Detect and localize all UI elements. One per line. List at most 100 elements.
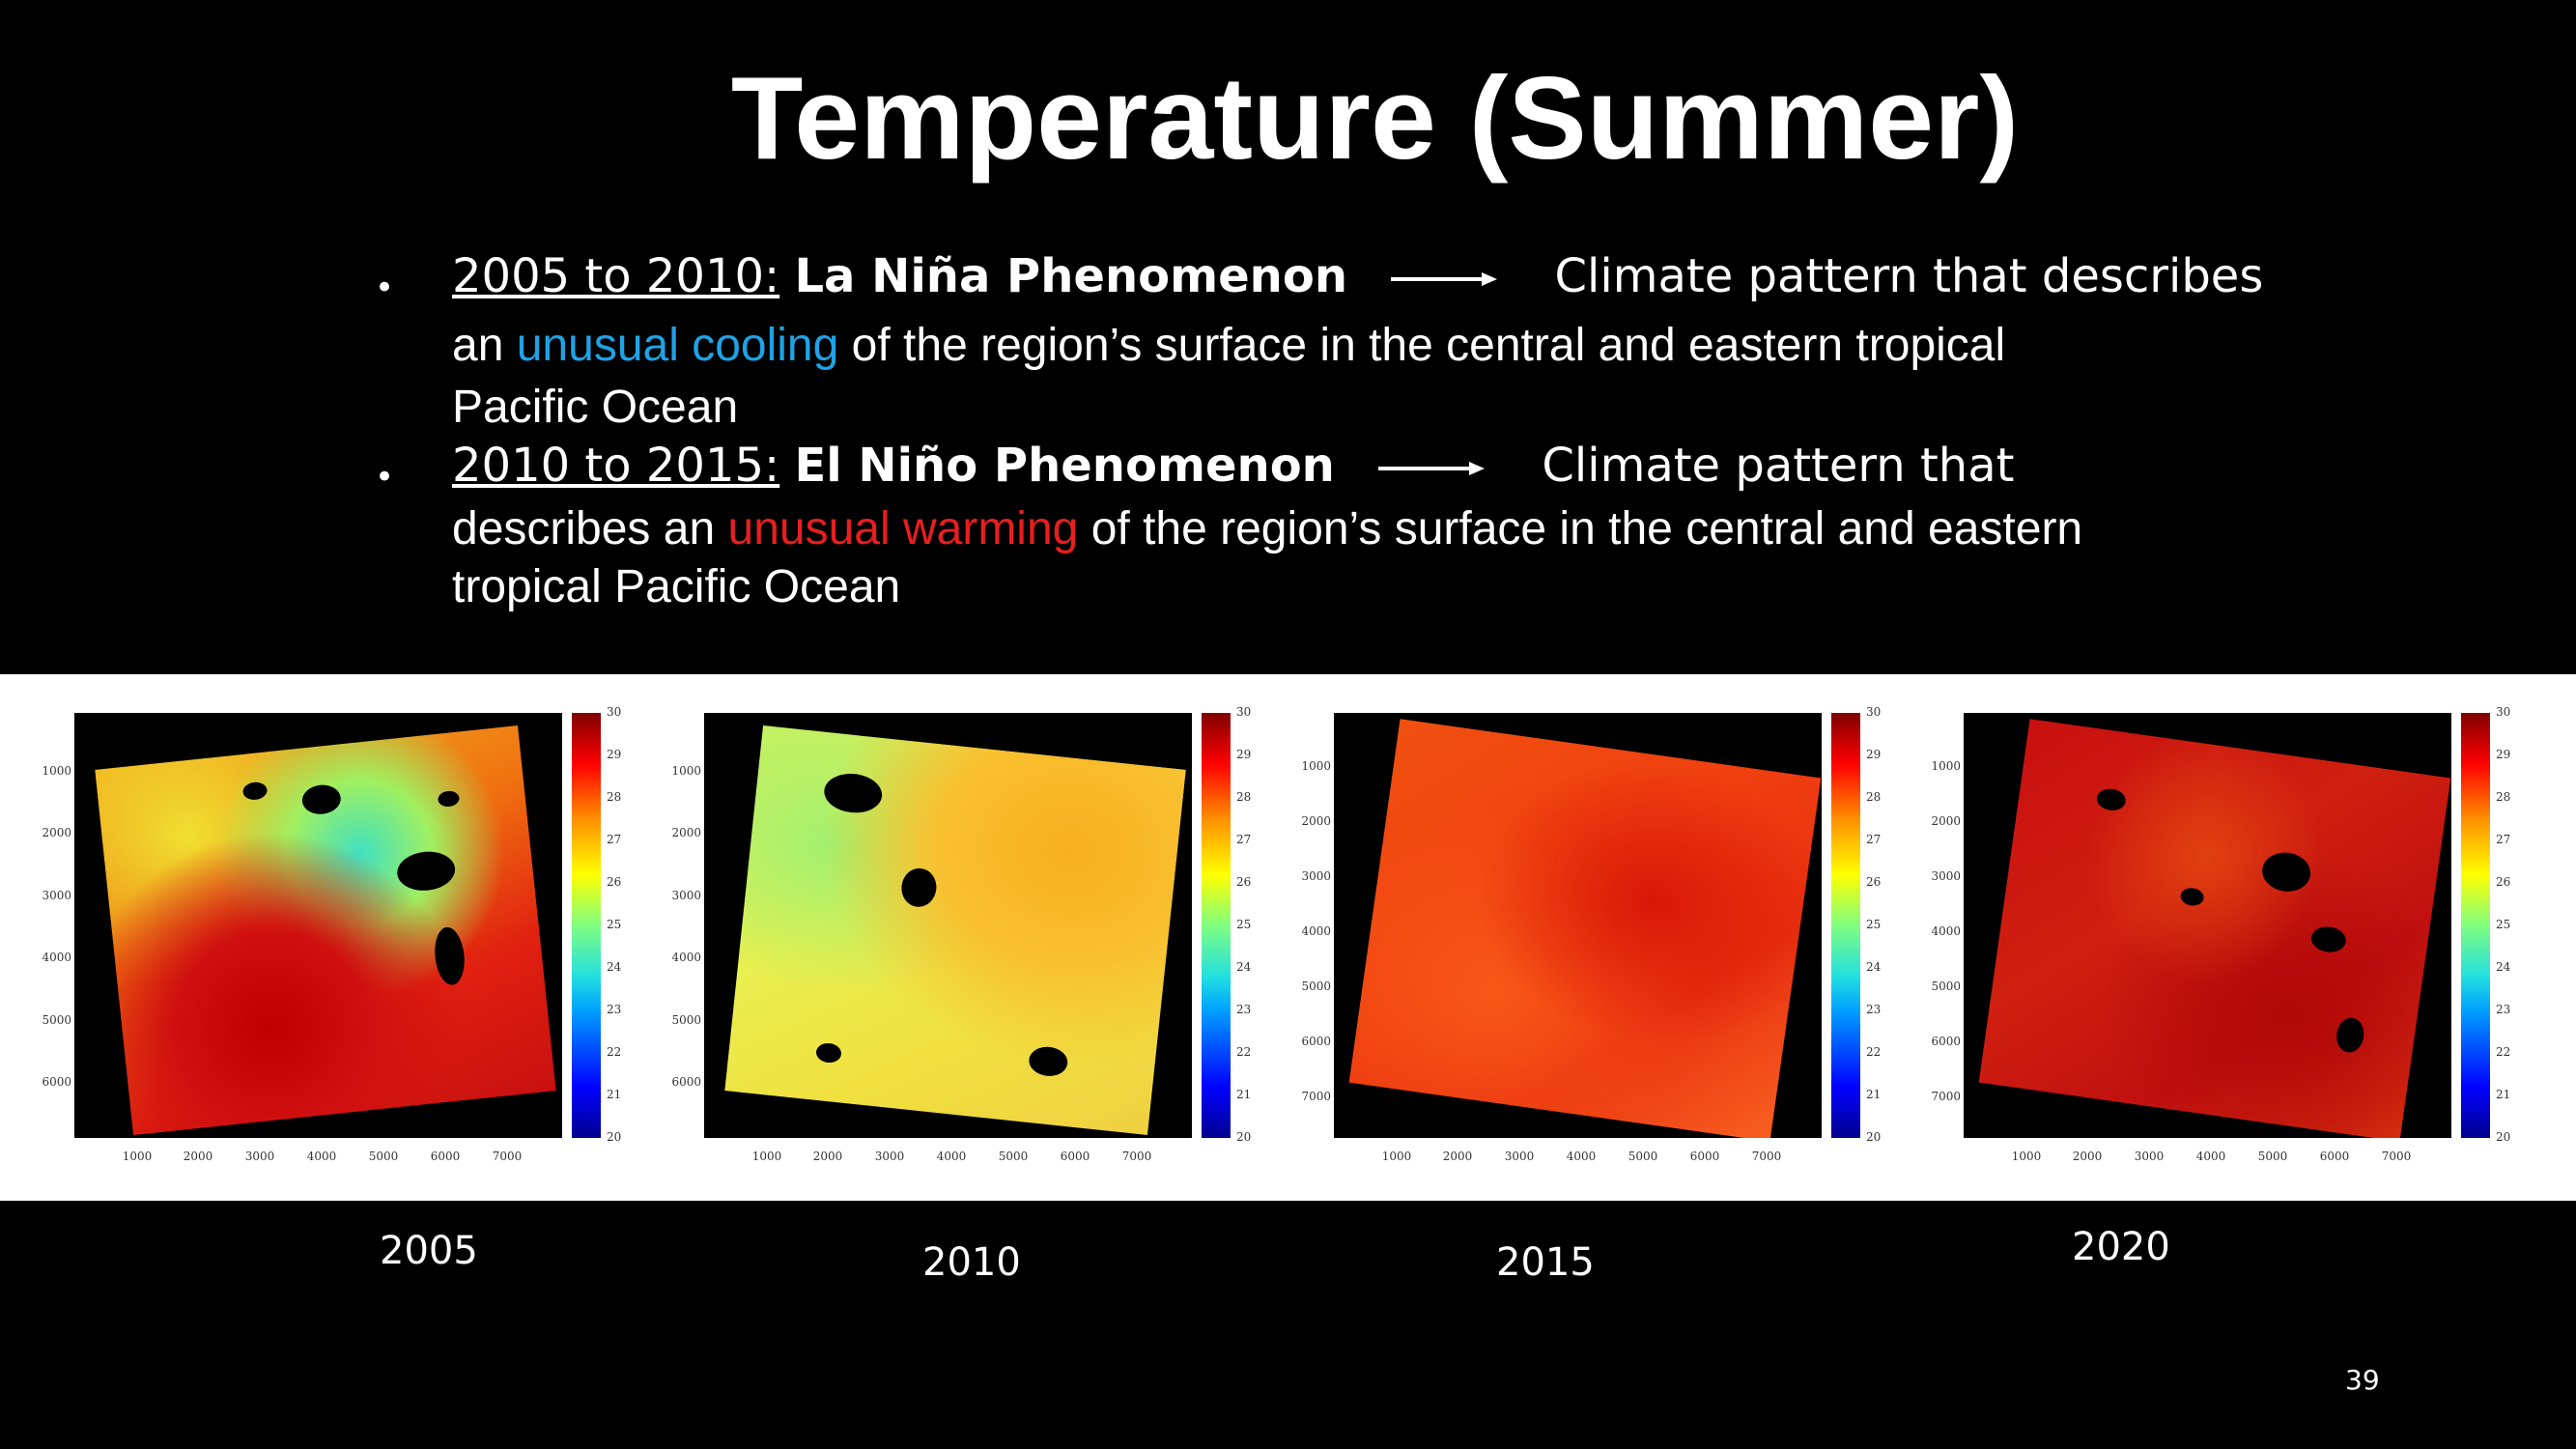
y-tick: 1000 [671,764,701,778]
bullet-heading: 2005 to 2010: La Niña Phenomenon Climate… [452,249,2263,303]
y-tick: 4000 [1931,924,1961,938]
colorbar-tick: 28 [1866,790,1882,804]
y-tick: 7000 [1301,1090,1331,1103]
cloud-mask [300,782,343,816]
arrow-icon [1391,272,1498,286]
colorbar-tick: 29 [1866,748,1882,761]
x-tick: 4000 [2195,1150,2226,1163]
colorbar-tick: 23 [607,1003,622,1016]
text-segment: describes an [452,503,728,554]
colorbar-tick: 25 [1866,918,1882,931]
y-tick: 3000 [1301,869,1331,883]
colorbar-tick: 29 [2496,748,2511,761]
colorbar-tick: 22 [607,1045,622,1059]
x-tick: 6000 [2319,1150,2350,1163]
map-swath [1348,719,1822,1138]
map-panel-2020: 1000 2000 3000 4000 5000 6000 7000 1000 … [1911,674,2540,1201]
bullet-range: 2005 to 2010: [452,249,780,303]
cloud-mask [815,1041,842,1065]
y-tick: 3000 [42,889,71,902]
year-label-2020: 2020 [2072,1225,2170,1269]
cloud-mask [899,867,939,909]
colorbar-tick: 22 [1866,1045,1882,1059]
text-segment: of the region’s surface in the central a… [838,320,2006,371]
colorbar-tick: 24 [1866,960,1882,974]
y-tick: 6000 [1931,1035,1961,1048]
bullet-description: Climate pattern that [1542,439,2015,493]
slide-title: Temperature (Summer) [730,52,2020,184]
y-tick: 6000 [671,1075,701,1089]
cloud-mask [822,771,885,816]
colorbar-tick: 22 [1236,1045,1252,1059]
colorbar-tick: 26 [2496,875,2511,889]
colorbar-tick: 20 [1866,1130,1882,1144]
bullet-dot: • [375,458,395,497]
y-tick: 1000 [1931,759,1961,773]
x-tick: 2000 [2072,1150,2103,1163]
colorbar-tick: 27 [2496,833,2511,846]
colorbar-tick: 24 [607,960,622,974]
y-tick: 6000 [1301,1035,1331,1048]
text-segment: an [452,320,517,371]
colorbar-tick: 26 [607,875,622,889]
temperature-map-2010 [704,713,1192,1138]
highlight-warming: unusual warming [727,503,1079,554]
y-tick: 4000 [1301,924,1331,938]
y-tick: 6000 [42,1075,71,1089]
colorbar-tick: 21 [1866,1088,1882,1101]
highlight-cooling: unusual cooling [516,320,839,371]
y-tick: 4000 [42,951,71,964]
y-tick: 5000 [1301,980,1331,993]
colorbar-tick: 27 [607,833,622,846]
bullet-line-3: Pacific Ocean [452,382,739,433]
x-tick: 4000 [936,1150,967,1163]
x-tick: 5000 [2257,1150,2288,1163]
map-swath [724,725,1186,1135]
temperature-map-2015 [1334,713,1822,1138]
colorbar-tick: 26 [1866,875,1882,889]
x-tick: 1000 [2011,1150,2042,1163]
colorbar-tick: 20 [2496,1130,2511,1144]
bullet-heading: 2010 to 2015: El Niño Phenomenon Climate… [452,439,2014,493]
colorbar-tick: 28 [1236,790,1252,804]
y-tick: 7000 [1931,1090,1961,1103]
colorbar-tick: 21 [607,1088,622,1101]
temperature-map-2020 [1964,713,2451,1138]
y-tick: 5000 [671,1013,701,1027]
colorbar-tick: 28 [607,790,622,804]
y-tick: 2000 [1301,814,1331,828]
year-label-2015: 2015 [1496,1240,1595,1285]
x-tick: 4000 [306,1150,337,1163]
bullet-line-2: an unusual cooling of the region’s surfa… [452,319,2005,372]
bullet-line-3: tropical Pacific Ocean [452,561,901,612]
map-panel-2005: 1000 2000 3000 4000 5000 6000 1000 2000 … [21,674,651,1201]
colorbar-tick: 30 [1236,705,1252,719]
colorbar [572,713,601,1138]
colorbar-tick: 23 [2496,1003,2511,1016]
colorbar-tick: 28 [2496,790,2511,804]
x-tick: 2000 [183,1150,213,1163]
x-tick: 6000 [430,1150,461,1163]
map-swath [1978,719,2451,1138]
x-tick: 7000 [1751,1150,1782,1163]
bullet-range: 2010 to 2015: [452,439,780,493]
x-tick: 5000 [368,1150,399,1163]
map-panel-2010: 1000 2000 3000 4000 5000 6000 1000 2000 … [651,674,1281,1201]
map-panel-2015: 1000 2000 3000 4000 5000 6000 7000 1000 … [1281,674,1911,1201]
x-tick: 5000 [998,1150,1029,1163]
colorbar [1831,713,1860,1138]
x-tick: 4000 [1566,1150,1597,1163]
colorbar-tick: 25 [1236,918,1252,931]
year-label-2005: 2005 [380,1229,478,1273]
cloud-mask [2334,1015,2366,1055]
colorbar-tick: 30 [2496,705,2511,719]
x-tick: 2000 [812,1150,843,1163]
x-tick: 5000 [1628,1150,1658,1163]
colorbar [1202,713,1231,1138]
x-tick: 3000 [244,1150,275,1163]
colorbar-tick: 21 [2496,1088,2511,1101]
y-tick: 1000 [42,764,71,778]
x-tick: 7000 [2381,1150,2412,1163]
year-label-2010: 2010 [922,1240,1021,1285]
y-tick: 2000 [1931,814,1961,828]
